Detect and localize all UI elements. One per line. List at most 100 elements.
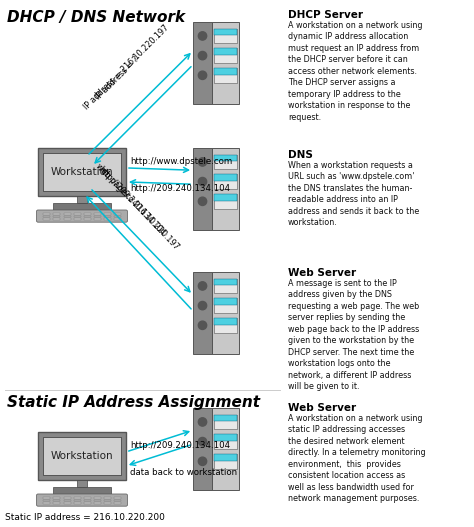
Bar <box>54 216 61 217</box>
Bar <box>84 218 91 220</box>
Bar <box>104 502 111 504</box>
Text: Static IP Address Assignment: Static IP Address Assignment <box>7 395 260 410</box>
Bar <box>73 502 81 504</box>
Bar <box>64 497 71 499</box>
Circle shape <box>198 178 207 186</box>
Circle shape <box>198 158 207 166</box>
Bar <box>94 502 101 504</box>
Bar <box>54 213 61 215</box>
Bar <box>114 500 121 501</box>
Bar <box>43 213 50 215</box>
Bar <box>73 216 81 217</box>
Bar <box>54 502 61 504</box>
Text: Web Server: Web Server <box>288 403 356 413</box>
Bar <box>214 28 237 35</box>
Bar <box>214 415 237 430</box>
Text: http://209.240.134.104: http://209.240.134.104 <box>96 164 167 237</box>
Text: A message is sent to the IP
address given by the DNS
requesting a web page. The : A message is sent to the IP address give… <box>288 279 419 391</box>
Bar <box>214 454 237 461</box>
Bar <box>43 500 50 501</box>
Text: Web Server: Web Server <box>288 268 356 278</box>
Bar <box>104 218 111 220</box>
Bar <box>54 218 61 220</box>
Bar <box>104 213 111 215</box>
Bar <box>212 22 239 104</box>
Text: data back to workstation: data back to workstation <box>130 468 237 477</box>
Bar <box>84 502 91 504</box>
Bar <box>212 408 239 490</box>
Bar <box>77 480 87 487</box>
Text: http://www.dpstele.com: http://www.dpstele.com <box>130 157 232 166</box>
Bar <box>64 218 71 220</box>
Text: A workstation on a network using
dynamic IP address allocation
must request an I: A workstation on a network using dynamic… <box>288 21 422 122</box>
Bar <box>214 454 237 469</box>
Bar <box>214 415 237 421</box>
Bar <box>214 194 237 201</box>
FancyBboxPatch shape <box>38 148 126 196</box>
FancyBboxPatch shape <box>38 432 126 480</box>
Text: Static IP address = 216.10.220.200: Static IP address = 216.10.220.200 <box>5 513 165 522</box>
Circle shape <box>198 321 207 329</box>
Bar <box>43 216 50 217</box>
Bar <box>193 272 212 354</box>
Bar <box>214 298 237 313</box>
Bar <box>54 500 61 501</box>
Bar <box>73 218 81 220</box>
Bar <box>94 218 101 220</box>
Circle shape <box>198 437 207 446</box>
Bar <box>84 216 91 217</box>
Bar <box>214 194 237 209</box>
Circle shape <box>198 52 207 60</box>
Bar <box>214 298 237 305</box>
Bar <box>54 497 61 499</box>
Bar <box>214 154 237 161</box>
Bar <box>193 148 212 230</box>
Circle shape <box>198 457 207 465</box>
Bar <box>114 218 121 220</box>
Circle shape <box>198 282 207 290</box>
Bar <box>214 174 237 181</box>
Bar <box>104 500 111 501</box>
Bar <box>94 500 101 501</box>
Bar <box>214 318 237 333</box>
Bar <box>214 279 237 285</box>
Bar <box>94 497 101 499</box>
Bar <box>43 497 50 499</box>
Text: web page to 216.10.220.197: web page to 216.10.220.197 <box>94 162 181 251</box>
Bar <box>73 213 81 215</box>
Bar <box>104 216 111 217</box>
Bar <box>193 408 212 490</box>
Bar <box>84 497 91 499</box>
FancyBboxPatch shape <box>36 494 128 506</box>
Bar <box>73 497 81 499</box>
Bar <box>114 216 121 217</box>
Bar <box>214 68 237 83</box>
Text: Workstation: Workstation <box>51 167 113 177</box>
Bar <box>64 213 71 215</box>
Bar <box>104 497 111 499</box>
Bar <box>94 213 101 215</box>
Text: IP address = 216.10.220.197: IP address = 216.10.220.197 <box>82 23 170 111</box>
Bar <box>114 213 121 215</box>
Text: DHCP / DNS Network: DHCP / DNS Network <box>7 10 185 25</box>
Bar <box>64 502 71 504</box>
Bar <box>77 196 87 203</box>
Text: http://209.240.134.104: http://209.240.134.104 <box>130 184 230 193</box>
Bar <box>214 48 237 63</box>
Bar <box>84 500 91 501</box>
Bar <box>43 437 121 475</box>
Text: Workstation: Workstation <box>51 451 113 461</box>
Text: A workstation on a network using
static IP addressing accesses
the desired netwo: A workstation on a network using static … <box>288 414 426 503</box>
Text: http://209.240.134.104: http://209.240.134.104 <box>130 441 230 450</box>
Text: When a workstation requests a
URL such as 'www.dpstele.com'
the DNS translates t: When a workstation requests a URL such a… <box>288 161 419 227</box>
Text: DNS: DNS <box>288 150 313 160</box>
Bar <box>94 216 101 217</box>
Bar <box>64 500 71 501</box>
Bar <box>214 318 237 325</box>
Circle shape <box>198 71 207 80</box>
Circle shape <box>198 197 207 206</box>
Bar <box>214 154 237 169</box>
Circle shape <box>198 418 207 426</box>
Bar <box>54 487 110 494</box>
Text: IP address = ?: IP address = ? <box>94 55 141 101</box>
